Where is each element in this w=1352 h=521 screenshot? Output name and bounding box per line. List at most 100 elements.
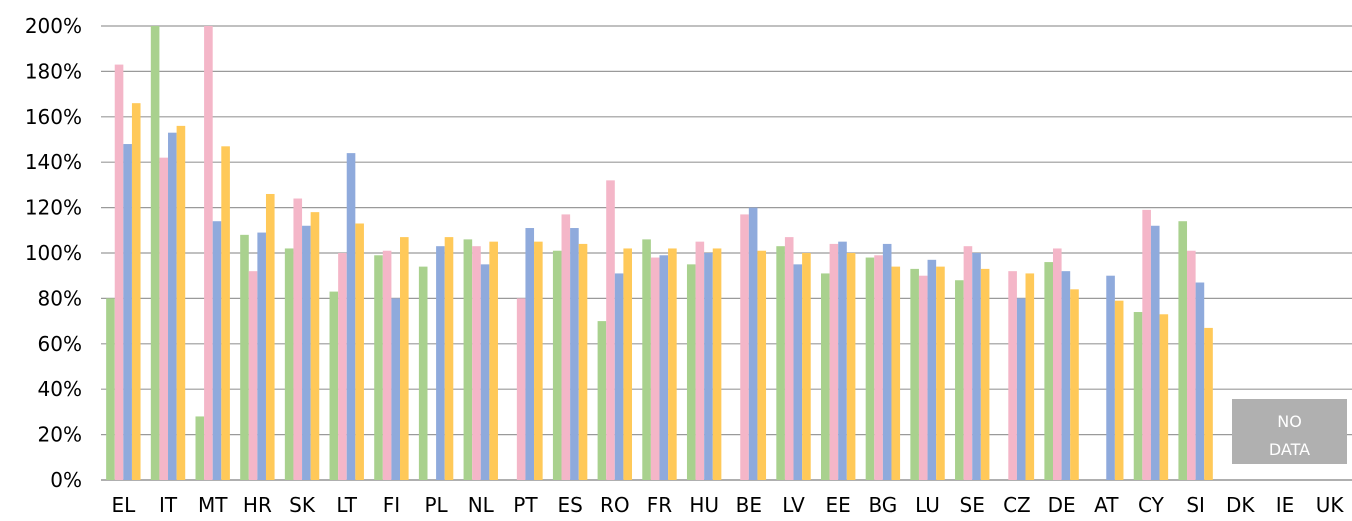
x-tick-label-SK: SK xyxy=(289,493,316,517)
bar-BE-3 xyxy=(757,250,767,480)
x-tick-label-LT: LT xyxy=(336,493,357,517)
bar-HU-2 xyxy=(704,253,713,480)
bar-PT-1 xyxy=(516,298,526,480)
bar-HR-3 xyxy=(265,193,275,481)
bar-ES-1 xyxy=(561,214,571,480)
bar-SI-1 xyxy=(1187,250,1196,480)
bar-BG-2 xyxy=(882,243,892,480)
bar-FI-0 xyxy=(374,255,383,480)
no-data-background xyxy=(1232,399,1347,464)
bar-EL-1 xyxy=(114,64,124,480)
bar-CZ-1 xyxy=(1008,271,1017,480)
y-tick-label: 60% xyxy=(38,332,82,356)
bar-HR-1 xyxy=(248,271,258,480)
bar-FI-3 xyxy=(400,237,409,480)
bar-IT-1 xyxy=(159,157,169,480)
bar-HR-0 xyxy=(240,234,249,480)
y-tick-label: 20% xyxy=(38,423,82,447)
y-axis-ticks: 0% 20% 40% 60% 80% 100% 120% 140% 160% 180% 200% xyxy=(25,14,82,492)
x-tick-label-SI: SI xyxy=(1186,493,1205,517)
bar-SE-1 xyxy=(963,246,973,480)
bar-LV-1 xyxy=(784,237,794,480)
bar-LT-0 xyxy=(329,291,339,480)
bar-RO-0 xyxy=(597,321,607,480)
bar-AT-2 xyxy=(1106,275,1115,480)
y-tick-label: 40% xyxy=(38,377,82,401)
bar-FI-2 xyxy=(391,298,401,480)
bar-EE-0 xyxy=(820,273,830,480)
bar-LV-2 xyxy=(793,264,803,480)
bar-FR-3 xyxy=(668,248,677,480)
bar-IT-2 xyxy=(168,132,177,480)
x-tick-label-LV: LV xyxy=(782,493,805,517)
y-tick-label: 100% xyxy=(25,241,82,265)
y-tick-label: 160% xyxy=(25,105,82,129)
bar-EE-3 xyxy=(846,253,856,480)
bar-NL-3 xyxy=(489,241,498,480)
x-tick-label-PL: PL xyxy=(424,493,448,517)
bar-CY-3 xyxy=(1159,314,1169,480)
no-data-box: NO DATA xyxy=(1232,399,1347,464)
bar-CZ-2 xyxy=(1016,298,1026,480)
bar-FR-2 xyxy=(659,255,669,480)
bar-SI-2 xyxy=(1195,282,1205,480)
bar-NL-0 xyxy=(463,239,473,480)
y-tick-label: 200% xyxy=(25,14,82,38)
x-tick-label-RO: RO xyxy=(600,493,630,517)
x-tick-label-CY: CY xyxy=(1138,493,1165,517)
bar-BE-1 xyxy=(740,214,749,480)
bar-SE-2 xyxy=(972,253,981,480)
bar-SK-2 xyxy=(302,225,311,480)
bar-IT-0 xyxy=(150,26,160,480)
bar-SK-3 xyxy=(310,212,320,480)
bars xyxy=(106,26,1213,481)
x-tick-label-DK: DK xyxy=(1226,493,1255,517)
bar-FR-0 xyxy=(642,239,651,480)
bar-CY-2 xyxy=(1150,225,1160,480)
x-tick-label-IE: IE xyxy=(1276,493,1295,517)
x-tick-label-EE: EE xyxy=(826,493,851,517)
bar-PL-0 xyxy=(418,266,428,480)
bar-DE-1 xyxy=(1052,248,1062,480)
bar-LU-1 xyxy=(918,275,928,480)
x-tick-label-ES: ES xyxy=(557,493,582,517)
bar-EL-2 xyxy=(123,144,132,481)
x-tick-label-HR: HR xyxy=(243,493,272,517)
y-tick-label: 80% xyxy=(38,286,82,310)
bar-LT-1 xyxy=(338,253,347,480)
bar-EE-2 xyxy=(838,241,847,480)
x-tick-label-UK: UK xyxy=(1316,493,1345,517)
bar-DE-0 xyxy=(1044,262,1053,480)
no-data-line-1: NO xyxy=(1277,412,1302,431)
bar-MT-2 xyxy=(212,221,222,480)
bar-HU-3 xyxy=(712,248,722,480)
x-tick-label-BG: BG xyxy=(868,493,897,517)
bar-PL-2 xyxy=(436,246,445,480)
bar-BG-0 xyxy=(865,257,875,480)
bar-SI-0 xyxy=(1178,221,1188,480)
bar-CY-0 xyxy=(1133,312,1143,480)
bar-SE-3 xyxy=(980,268,990,480)
bar-FI-1 xyxy=(382,250,392,480)
bar-LU-3 xyxy=(936,266,945,480)
bar-SK-0 xyxy=(284,248,294,480)
bar-LT-3 xyxy=(355,223,364,481)
x-tick-label-FR: FR xyxy=(647,493,673,517)
y-tick-label: 0% xyxy=(50,468,82,492)
bar-SI-3 xyxy=(1204,327,1213,480)
bar-MT-3 xyxy=(221,146,230,480)
bar-CZ-3 xyxy=(1025,273,1035,480)
y-tick-label: 120% xyxy=(25,196,82,220)
x-tick-label-HU: HU xyxy=(689,493,719,517)
x-tick-label-FI: FI xyxy=(383,493,400,517)
bar-AT-3 xyxy=(1114,300,1124,480)
bar-BE-2 xyxy=(748,207,758,480)
bar-DE-2 xyxy=(1061,271,1071,480)
bar-SK-1 xyxy=(293,198,303,480)
bar-SE-0 xyxy=(955,280,964,480)
x-tick-label-BE: BE xyxy=(736,493,762,517)
bar-PT-2 xyxy=(525,228,535,480)
bar-LT-2 xyxy=(346,153,356,480)
y-tick-label: 140% xyxy=(25,150,82,174)
bar-EL-0 xyxy=(106,298,115,480)
